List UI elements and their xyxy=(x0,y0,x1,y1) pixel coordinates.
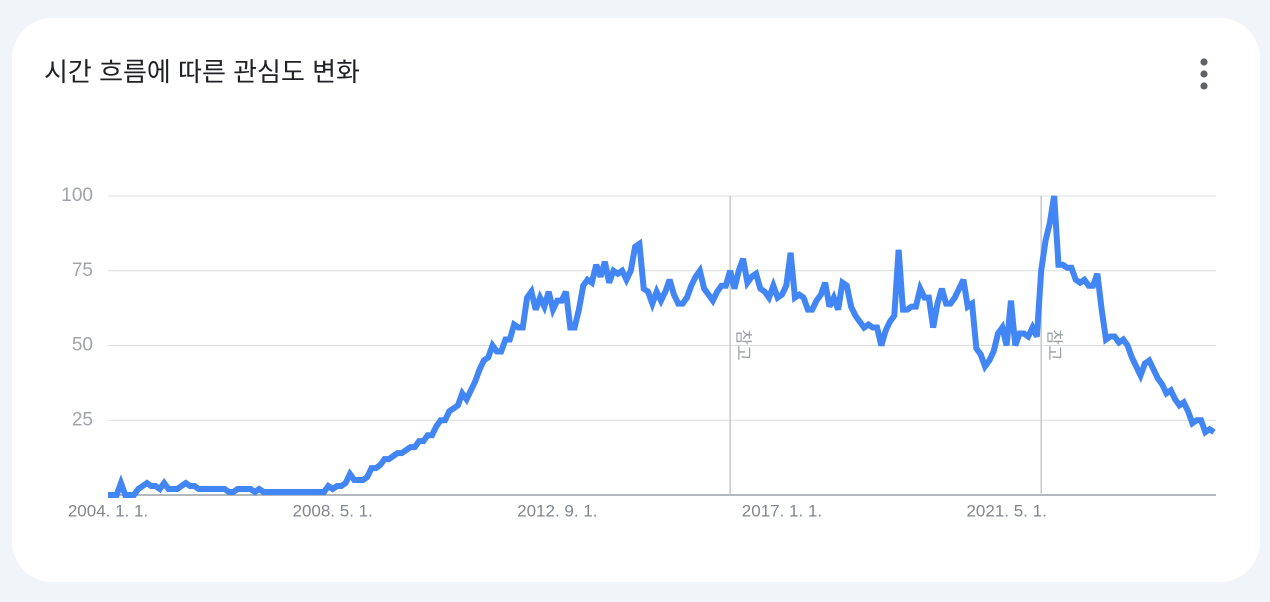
x-tick-label: 2004. 1. 1. xyxy=(68,501,148,520)
annotation-label: 참고 xyxy=(734,329,753,360)
x-tick-label: 2021. 5. 1. xyxy=(966,501,1046,520)
annotation-label: 참고 xyxy=(1045,329,1064,360)
y-tick-label: 25 xyxy=(72,409,93,430)
x-tick-label: 2017. 1. 1. xyxy=(742,501,822,520)
menu-dot xyxy=(1200,82,1208,90)
card xyxy=(12,18,1260,582)
y-tick-label: 100 xyxy=(61,185,93,206)
x-tick-label: 2008. 5. 1. xyxy=(292,501,372,520)
chart-title: 시간 흐름에 따른 관심도 변화 xyxy=(44,57,360,87)
y-tick-label: 50 xyxy=(72,335,93,356)
menu-dot xyxy=(1200,58,1208,66)
menu-dot xyxy=(1200,70,1208,78)
more-menu[interactable] xyxy=(1200,58,1208,90)
trend-line xyxy=(108,195,1216,498)
x-tick-label: 2012. 9. 1. xyxy=(517,501,597,520)
y-tick-label: 75 xyxy=(72,260,93,281)
